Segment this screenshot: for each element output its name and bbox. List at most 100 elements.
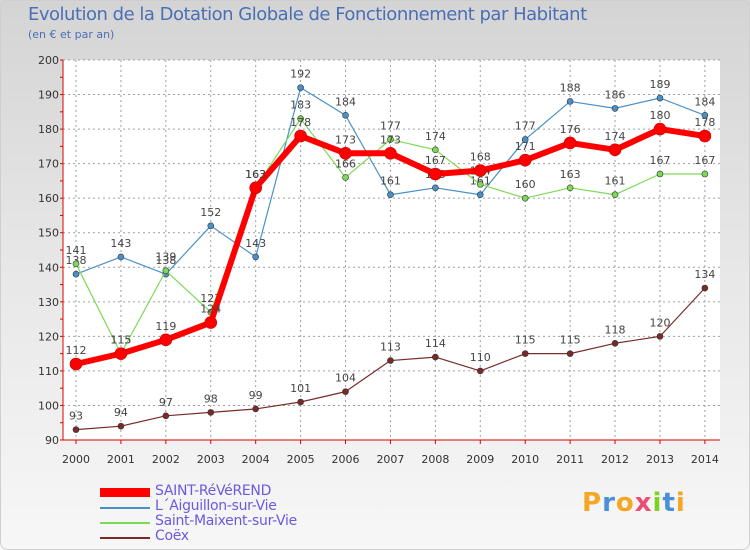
x-tick-label: 2004	[242, 453, 270, 466]
data-label: 120	[649, 316, 670, 329]
data-point	[72, 260, 80, 268]
data-label: 160	[515, 178, 536, 191]
data-label: 104	[335, 372, 356, 385]
legend-label: SAINT-RéVéREND	[155, 483, 272, 499]
y-tick-label: 110	[38, 365, 59, 378]
x-tick-label: 2003	[197, 453, 225, 466]
data-label: 184	[694, 95, 715, 108]
data-label: 178	[290, 116, 311, 129]
data-point	[159, 333, 173, 347]
data-label: 163	[560, 168, 581, 181]
data-label: 167	[649, 154, 670, 167]
data-point	[114, 347, 128, 360]
data-label: 186	[605, 88, 626, 101]
data-label: 134	[694, 268, 715, 281]
data-label: 161	[605, 175, 626, 188]
data-label: 188	[560, 81, 581, 94]
data-point	[384, 146, 397, 160]
data-label: 183	[290, 99, 311, 112]
legend-swatch	[100, 537, 150, 539]
data-point	[656, 333, 664, 340]
data-point	[476, 181, 484, 188]
x-tick-label: 2012	[601, 453, 629, 466]
data-label: 171	[515, 140, 536, 153]
data-label: 143	[245, 237, 266, 250]
data-point	[521, 350, 529, 357]
data-label: 139	[155, 251, 176, 264]
data-label: 101	[290, 382, 311, 395]
data-label: 163	[245, 168, 266, 181]
legend-swatch	[100, 488, 150, 497]
legend-item: Coëx	[100, 528, 360, 545]
data-point	[249, 181, 262, 195]
y-tick-label: 130	[38, 296, 59, 309]
logo-letter: x	[634, 488, 653, 518]
y-tick-label: 90	[45, 434, 59, 447]
y-tick-label: 140	[38, 261, 59, 274]
data-label: 115	[515, 334, 536, 347]
x-tick-label: 2001	[107, 453, 135, 466]
data-point	[656, 94, 664, 102]
data-point	[297, 115, 304, 123]
data-point	[342, 111, 349, 119]
data-point	[387, 357, 394, 364]
data-point	[204, 316, 218, 329]
data-point	[611, 339, 619, 347]
data-point	[429, 167, 442, 181]
chart-legend: SAINT-RéVéREND L´Aiguillon-sur-Vie Saint-M…	[100, 483, 360, 545]
y-tick-label: 160	[38, 192, 59, 205]
data-label: 167	[425, 154, 446, 167]
logo-letter: P	[582, 488, 603, 518]
data-point	[162, 267, 170, 275]
x-tick-label: 2011	[556, 453, 584, 466]
y-tick-label: 180	[38, 123, 59, 136]
data-point	[701, 284, 709, 292]
data-label: 114	[425, 337, 446, 350]
chart-subtitle: (en € et par an)	[28, 28, 115, 41]
data-point	[387, 191, 394, 199]
data-label: 143	[110, 237, 131, 250]
data-label: 93	[69, 410, 83, 423]
logo-letter: i	[652, 488, 663, 518]
data-point	[566, 350, 574, 357]
data-point	[162, 412, 170, 420]
x-tick-label: 2010	[511, 453, 539, 466]
data-label: 168	[470, 151, 491, 164]
data-label: 119	[155, 320, 176, 333]
data-label: 174	[605, 130, 626, 143]
data-point	[611, 191, 619, 199]
plot-area	[63, 60, 720, 440]
data-point	[608, 143, 622, 157]
legend-item: SAINT-RéVéREND	[100, 483, 360, 500]
data-label: 115	[110, 334, 131, 347]
data-label: 97	[159, 396, 173, 409]
y-tick-label: 100	[38, 399, 59, 412]
data-point	[701, 111, 709, 119]
x-tick-label: 2008	[421, 453, 449, 466]
data-point	[342, 174, 349, 181]
x-tick-label: 2000	[62, 453, 90, 466]
data-label: 176	[560, 123, 581, 136]
data-point	[563, 136, 577, 150]
y-tick-label: 200	[38, 54, 59, 67]
data-point	[432, 353, 439, 361]
data-label: 99	[249, 389, 263, 402]
legend-label: Coëx	[155, 528, 189, 544]
data-label: 115	[110, 334, 131, 347]
data-point	[207, 409, 215, 416]
data-point	[117, 422, 125, 430]
x-tick-label: 2007	[376, 453, 404, 466]
data-label: 115	[560, 334, 581, 347]
data-point	[297, 398, 304, 406]
data-label: 173	[335, 133, 356, 146]
data-label: 180	[649, 109, 670, 122]
data-label: 192	[290, 68, 311, 81]
data-point	[521, 194, 529, 202]
data-point	[698, 129, 712, 143]
x-tick-label: 2005	[287, 453, 315, 466]
logo-letter: t	[662, 488, 676, 518]
data-point	[521, 136, 529, 143]
data-point	[294, 129, 307, 143]
data-point	[476, 367, 484, 375]
